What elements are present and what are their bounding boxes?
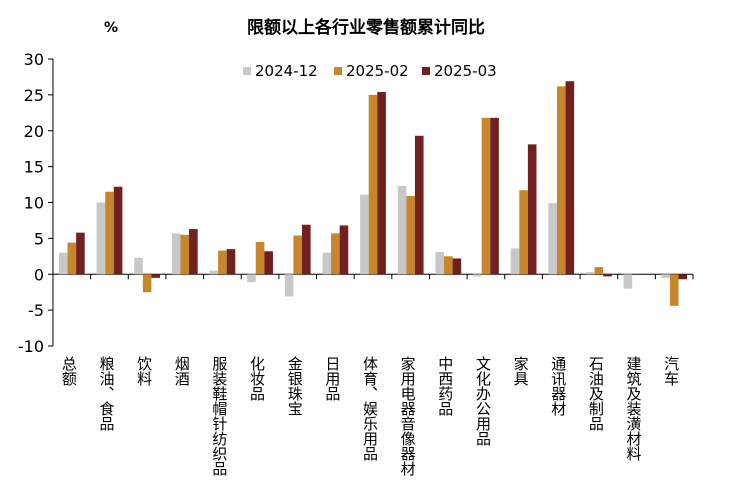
bar-2024-12-家用电器音像器材 bbox=[398, 186, 407, 274]
bar-2025-02-饮料 bbox=[143, 274, 152, 292]
legend-label: 2025-02 bbox=[346, 62, 409, 80]
bar-2025-03-金银珠宝 bbox=[302, 225, 311, 275]
legend-swatch-2025-02 bbox=[334, 67, 342, 75]
y-tick-label: 5 bbox=[34, 229, 44, 248]
legend-swatch-2024-12 bbox=[243, 67, 251, 75]
x-tick-label: 汽车 bbox=[662, 356, 680, 386]
bar-2024-12-化妆品 bbox=[247, 274, 256, 282]
x-tick-label: 石油及制品 bbox=[587, 356, 605, 431]
y-tick-label: -5 bbox=[28, 301, 44, 320]
x-tick-label: 服装鞋帽针纺织品 bbox=[210, 356, 228, 476]
y-tick-label: 30 bbox=[24, 50, 44, 69]
legend-label: 2025-03 bbox=[434, 62, 497, 80]
bar-2024-12-饮料 bbox=[134, 258, 143, 275]
bar-2025-02-通讯器材 bbox=[557, 86, 566, 274]
bar-2025-03-石油及制品 bbox=[603, 274, 612, 276]
x-tick-label: 烟酒 bbox=[173, 356, 191, 386]
bar-2025-03-家具 bbox=[528, 144, 537, 274]
bar-2024-12-日用品 bbox=[322, 253, 331, 275]
x-tick-label: 化妆品 bbox=[248, 356, 266, 401]
bar-2025-02-化妆品 bbox=[256, 242, 265, 274]
bar-2024-12-服装鞋帽针纺织品 bbox=[210, 271, 219, 275]
bar-2025-03-中西药品 bbox=[453, 258, 462, 274]
bar-2025-02-中西药品 bbox=[444, 256, 453, 274]
y-tick-label: 15 bbox=[24, 158, 44, 177]
x-tick-label: 日用品 bbox=[323, 356, 341, 401]
legend: 2024-12 2025-02 2025-03 bbox=[243, 62, 497, 80]
bar-2024-12-石油及制品 bbox=[586, 272, 595, 274]
x-tick-label: 体育、娱乐用品 bbox=[361, 356, 379, 461]
bar-2024-12-粮油、食品 bbox=[97, 203, 106, 275]
bar-2025-02-石油及制品 bbox=[595, 267, 604, 274]
legend-label: 2024-12 bbox=[255, 62, 318, 80]
bar-2025-03-通讯器材 bbox=[566, 81, 575, 274]
bar-2025-03-化妆品 bbox=[264, 251, 273, 274]
legend-swatch-2025-03 bbox=[422, 67, 430, 75]
bar-2024-12-烟酒 bbox=[172, 233, 181, 274]
x-tick-label: 家用电器音像器材 bbox=[399, 356, 417, 476]
x-tick-label: 总额 bbox=[60, 356, 78, 386]
bar-2024-12-文化办公用品 bbox=[473, 274, 482, 276]
x-tick-label: 金银珠宝 bbox=[286, 356, 304, 416]
bar-2025-03-家用电器音像器材 bbox=[415, 136, 424, 274]
y-tick-label: 20 bbox=[24, 122, 44, 141]
bar-2024-12-总额 bbox=[59, 253, 68, 275]
bar-2025-03-饮料 bbox=[151, 274, 160, 278]
y-tick-label: 0 bbox=[34, 265, 44, 284]
y-axis-unit-label: % bbox=[104, 20, 118, 36]
y-tick-label: -10 bbox=[18, 337, 44, 356]
x-tick-label: 中西药品 bbox=[436, 356, 454, 416]
x-tick-label: 建筑及装潢材料 bbox=[625, 356, 643, 461]
x-axis-labels: 总额 粮油、食品 饮料 烟酒 服装鞋帽针纺织品 化妆品 金银珠宝 日用品 体育、娱乐用品 家用电器… bbox=[60, 356, 680, 476]
bar-2024-12-金银珠宝 bbox=[285, 274, 294, 296]
bar-2025-03-烟酒 bbox=[189, 229, 198, 274]
bar-2025-02-日用品 bbox=[331, 233, 340, 274]
bar-2025-02-文化办公用品 bbox=[482, 118, 491, 274]
x-tick-label: 通讯器材 bbox=[549, 356, 567, 416]
bar-2024-12-中西药品 bbox=[435, 252, 444, 274]
bar-2024-12-家具 bbox=[511, 248, 520, 274]
x-tick-label: 家具 bbox=[512, 356, 530, 386]
y-tick-label: 10 bbox=[24, 194, 44, 213]
bar-2025-03-文化办公用品 bbox=[490, 118, 499, 274]
x-tick-label: 饮料 bbox=[135, 356, 153, 386]
chart-title: 限额以上各行业零售额累计同比 bbox=[247, 17, 485, 38]
bar-2024-12-通讯器材 bbox=[548, 203, 557, 274]
bar-2024-12-汽车 bbox=[661, 274, 670, 278]
bar-2025-03-服装鞋帽针纺织品 bbox=[227, 249, 236, 274]
bar-2025-03-总额 bbox=[76, 233, 85, 275]
bar-2025-02-汽车 bbox=[670, 274, 679, 306]
x-tick-label: 粮油、食品 bbox=[97, 356, 115, 431]
y-tick-label: 25 bbox=[24, 86, 44, 105]
bar-2024-12-建筑及装潢材料 bbox=[624, 274, 633, 288]
bar-2025-03-体育、娱乐用品 bbox=[377, 92, 386, 274]
bar-2025-02-粮油、食品 bbox=[105, 192, 114, 275]
bar-2025-03-日用品 bbox=[340, 225, 349, 274]
bar-2025-02-服装鞋帽针纺织品 bbox=[218, 251, 227, 275]
bars bbox=[59, 81, 687, 306]
bar-2025-02-体育、娱乐用品 bbox=[369, 95, 378, 274]
bar-2025-03-粮油、食品 bbox=[114, 187, 123, 275]
bar-2025-03-汽车 bbox=[678, 274, 687, 279]
bar-2025-02-家具 bbox=[519, 190, 528, 274]
bar-2025-02-金银珠宝 bbox=[293, 236, 302, 275]
bar-2024-12-体育、娱乐用品 bbox=[360, 195, 369, 275]
x-tick-label: 文化办公用品 bbox=[474, 356, 492, 446]
bar-2025-02-烟酒 bbox=[180, 235, 189, 274]
bar-2025-02-总额 bbox=[68, 243, 77, 275]
bar-2025-02-家用电器音像器材 bbox=[406, 196, 415, 274]
